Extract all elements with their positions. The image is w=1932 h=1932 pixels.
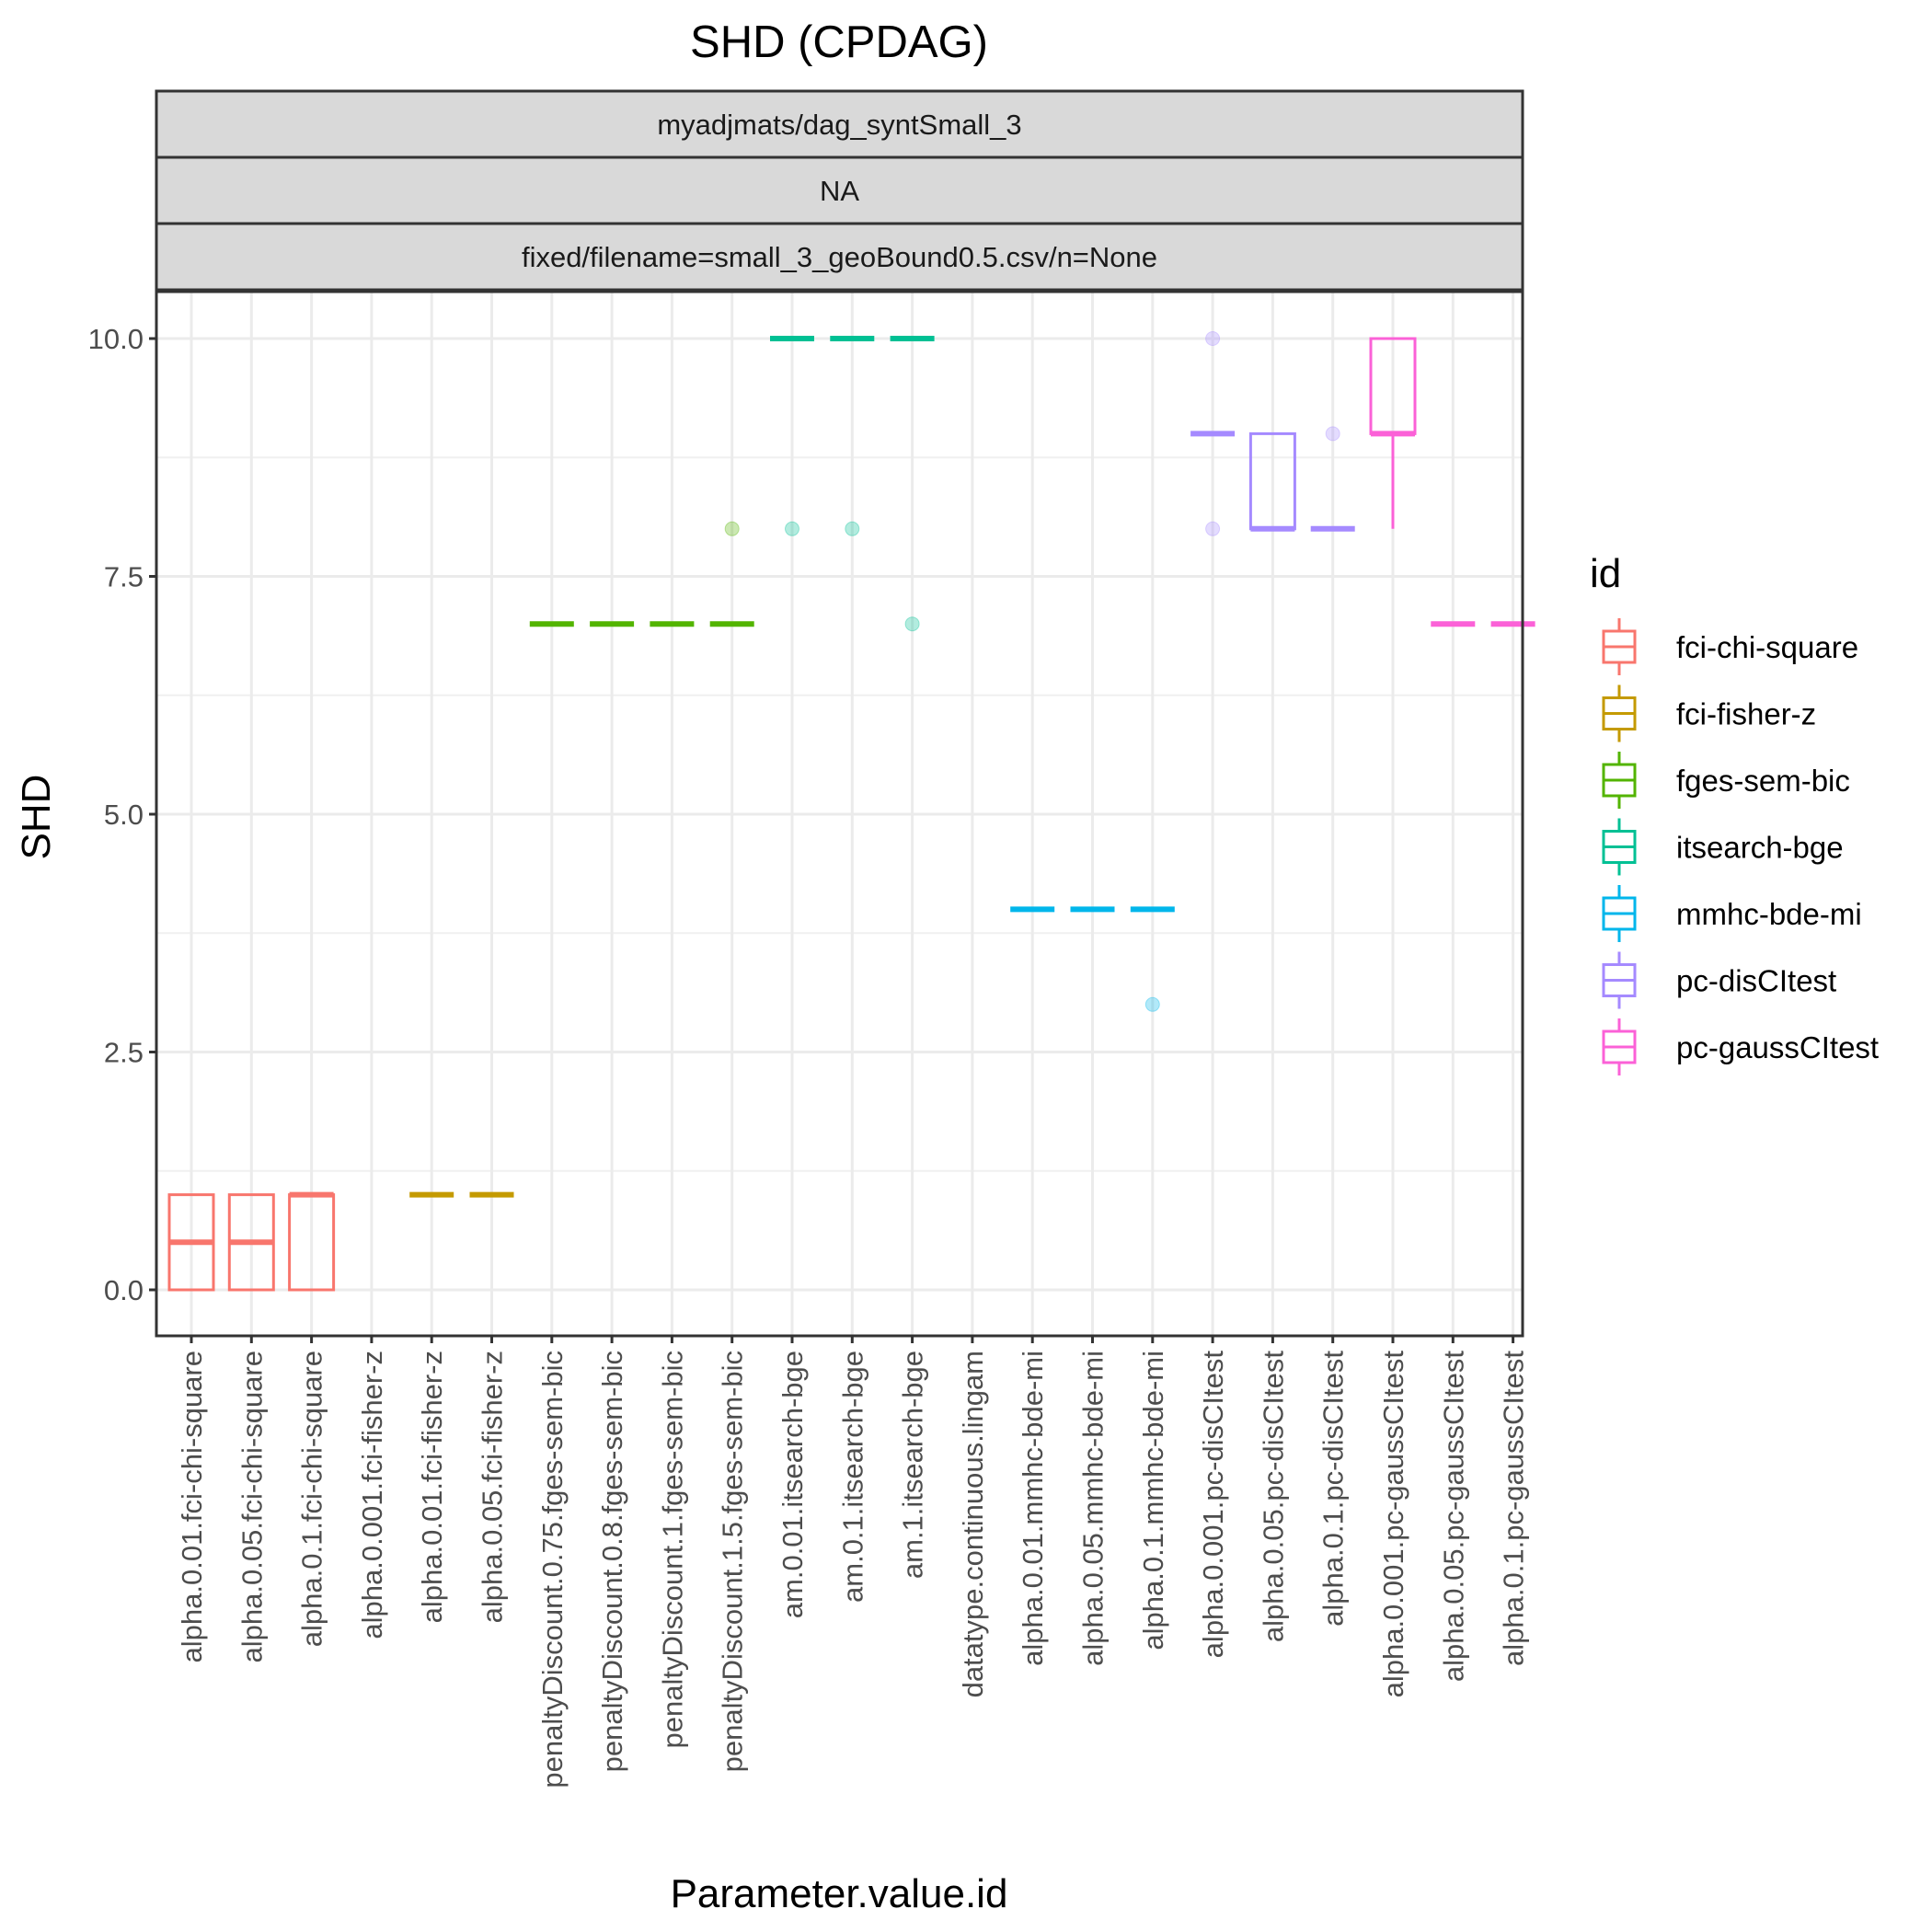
x-tick-label: alpha.0.1.fci-chi-square	[296, 1351, 328, 1647]
outlier-point	[1205, 521, 1221, 536]
plot-panel	[155, 290, 1535, 1338]
x-tick-label: alpha.0.001.pc-disCItest	[1197, 1351, 1229, 1659]
x-tick-label: alpha.0.01.fci-fisher-z	[416, 1351, 448, 1623]
x-tick-label: alpha.0.1.pc-gaussCItest	[1498, 1351, 1530, 1666]
x-tick-label: alpha.0.001.pc-gaussCItest	[1377, 1351, 1409, 1698]
legend-item-label: fci-fisher-z	[1676, 697, 1816, 731]
x-tick-label: am.1.itsearch-bge	[897, 1351, 929, 1579]
outlier-point	[904, 616, 920, 632]
facet-strip-box	[155, 222, 1524, 292]
x-tick-label: penaltyDiscount.0.8.fges-sem-bic	[596, 1351, 628, 1772]
x-tick-label: alpha.0.01.fci-chi-square	[176, 1351, 208, 1662]
outlier-point	[785, 521, 799, 536]
outlier-point	[1144, 996, 1160, 1012]
legend-item-label: itsearch-bge	[1676, 831, 1844, 865]
y-tick-label: 0.0	[104, 1274, 144, 1306]
facet-strip-label: fixed/filename=small_3_geoBound0.5.csv/n…	[522, 241, 1157, 273]
y-tick-label: 2.5	[104, 1037, 144, 1069]
x-tick-label: alpha.0.05.pc-gaussCItest	[1437, 1351, 1469, 1683]
outlier-point	[724, 521, 740, 536]
outlier-point	[1205, 331, 1221, 346]
x-tick-label: penaltyDiscount.1.5.fges-sem-bic	[717, 1351, 749, 1772]
x-tick-label: penaltyDiscount.1.fges-sem-bic	[656, 1351, 688, 1748]
legend-item-label: pc-disCItest	[1676, 964, 1836, 998]
legend-item-label: fci-chi-square	[1676, 630, 1858, 664]
x-axis-title: Parameter.value.id	[671, 1871, 1008, 1916]
y-axis-title: SHD	[14, 775, 59, 860]
x-tick-label: am.0.1.itsearch-bge	[836, 1351, 868, 1603]
facet-strip-box	[155, 155, 1524, 225]
legend-item-label: mmhc-bde-mi	[1676, 897, 1862, 931]
legend-item-label: fges-sem-bic	[1676, 764, 1850, 798]
x-tick-label: alpha.0.05.fci-chi-square	[236, 1351, 268, 1662]
x-tick-label: alpha.0.05.pc-disCItest	[1257, 1351, 1289, 1642]
x-tick-label: alpha.0.01.mmhc-bde-mi	[1017, 1351, 1049, 1666]
facet-strip-box	[155, 89, 1524, 159]
x-tick-label: alpha.0.001.fci-fisher-z	[356, 1351, 388, 1639]
x-tick-label: alpha.0.1.mmhc-bde-mi	[1137, 1351, 1169, 1650]
facet-strip-label: NA	[820, 175, 859, 207]
y-tick-label: 7.5	[104, 561, 144, 593]
facet-strips: myadjmats/dag_syntSmall_3 NA fixed/filenam…	[155, 89, 1524, 292]
y-tick-label: 10.0	[88, 323, 144, 355]
x-tick-label: alpha.0.05.mmhc-bde-mi	[1077, 1351, 1110, 1666]
x-tick-label: alpha.0.05.fci-fisher-z	[477, 1351, 509, 1623]
x-tick-label: penaltyDiscount.0.75.fges-sem-bic	[536, 1351, 569, 1788]
outlier-point	[1325, 426, 1340, 442]
x-tick-label: am.0.01.itsearch-bge	[776, 1351, 809, 1618]
x-tick-label: alpha.0.1.pc-disCItest	[1317, 1351, 1350, 1627]
facet-strip-label: myadjmats/dag_syntSmall_3	[657, 109, 1021, 141]
legend: id fci-chi-square fci-fisher-z fges-sem-bic…	[1590, 551, 1879, 1075]
y-axis: 0.0 2.5 5.0 7.5 10.0	[88, 323, 156, 1306]
chart-title: SHD (CPDAG)	[690, 17, 988, 67]
legend-item-label: pc-gaussCItest	[1676, 1030, 1879, 1064]
x-tick-label: datatype.continuous.lingam	[957, 1351, 989, 1697]
x-axis: alpha.0.01.fci-chi-square alpha.0.05.fci-…	[176, 1336, 1530, 1788]
y-tick-label: 5.0	[104, 799, 144, 831]
legend-title: id	[1590, 551, 1621, 596]
outlier-point	[845, 521, 860, 536]
